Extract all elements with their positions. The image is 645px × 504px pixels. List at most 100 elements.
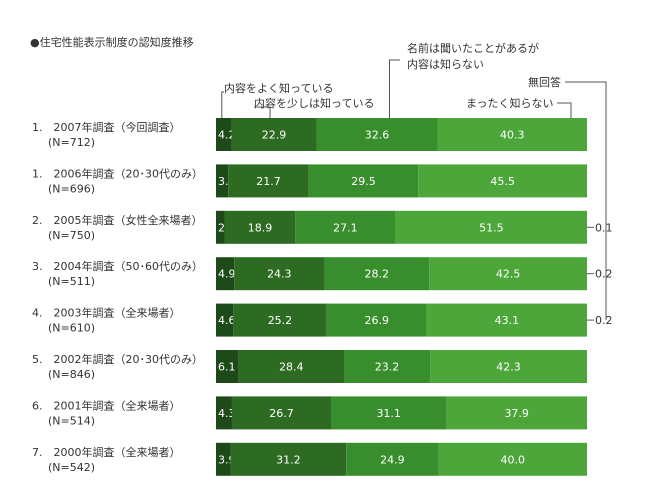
bar-segment xyxy=(324,257,430,291)
data-label: 31.2 xyxy=(276,453,301,466)
bar-rows: 1. 2007年調査（今回調査）(N=712)4.2 22.9 32.6 40.31.… xyxy=(32,118,613,476)
data-label: 51.5 xyxy=(479,221,504,234)
row-sample-size: (N=846) xyxy=(48,368,95,381)
legend-label-s4: まったく知らない xyxy=(466,96,554,110)
data-label: 42.5 xyxy=(496,268,521,281)
bar-segment xyxy=(418,164,587,198)
bar-row: 1. 2006年調査（20･30代のみ）(N=696)3.3 21.7 29.5 45… xyxy=(32,164,587,198)
bar-row: 5. 2002年調査（20･30代のみ） (N=846) 6.1 28.4 23.2 42… xyxy=(32,350,587,383)
data-label: 28.4 xyxy=(279,361,304,374)
bar-segment xyxy=(316,118,438,151)
bar-segment xyxy=(429,257,587,291)
data-label: 42.3 xyxy=(496,361,521,374)
bar-row: 1. 2007年調査（今回調査） (N=712) 4.2 22.9 32.6 40.3 xyxy=(32,118,587,151)
bar-segment xyxy=(238,350,344,383)
bar-segment xyxy=(216,118,232,151)
bar-segment xyxy=(230,442,347,476)
data-label: 24.3 xyxy=(267,268,292,281)
data-label: 43.1 xyxy=(495,314,520,327)
row-sample-size: (N=542) xyxy=(48,461,95,474)
bar-segment xyxy=(216,164,229,198)
bar-segment xyxy=(295,210,396,244)
bar-segment xyxy=(231,396,332,430)
noanswer-label: 0.1 xyxy=(595,221,613,234)
legend-leader xyxy=(388,59,400,118)
noanswer-label: 0.2 xyxy=(595,268,613,281)
bar-segment xyxy=(216,257,235,291)
data-label: 25.2 xyxy=(268,314,293,327)
row-label: 3. 2004年調査（50･60代のみ） xyxy=(32,259,203,273)
row-sample-size: (N=712) xyxy=(48,136,95,149)
row-sample-size: (N=514) xyxy=(48,414,95,427)
data-label: 40.3 xyxy=(500,129,525,142)
bar-segment xyxy=(430,350,587,383)
bar-segment xyxy=(228,164,309,198)
noanswer-bracket xyxy=(565,81,607,321)
row-sample-size: (N=511) xyxy=(48,275,95,288)
legend-label-s1: 内容をよく知っている xyxy=(224,81,333,95)
row-label: 1. 2007年調査（今回調査） xyxy=(32,120,181,134)
bar-segment xyxy=(438,442,587,476)
data-label: 28.2 xyxy=(365,268,390,281)
data-label: 22.9 xyxy=(262,129,287,142)
data-label: 4.2 xyxy=(218,129,236,142)
noanswer-label: 0.2 xyxy=(595,314,613,327)
legend-leader xyxy=(221,91,224,118)
data-label: 4.6 xyxy=(218,314,236,327)
bar-row: 2. 2005年調査（女性全来場者）(N=750)2.418.927.151.5… xyxy=(32,210,613,244)
data-label: 18.9 xyxy=(248,221,273,234)
bar-row: 3. 2004年調査（50･60代のみ） (N=511) 4.9 24.3 28.2 42… xyxy=(32,257,613,291)
legend-label-noanswer: 無回答 xyxy=(528,75,561,89)
data-label: 40.0 xyxy=(501,453,526,466)
bar-segment xyxy=(308,164,419,198)
bar-row: 6. 2001年調査（全来場者） (N=514) 4.3 26.7 31.1 37.9 xyxy=(32,396,587,430)
bar-segment xyxy=(216,303,234,337)
bar-row: 7. 2000年調査（全来場者）(N=542)3.9 31.2 24.9 40.0 xyxy=(32,442,587,476)
data-label: 23.2 xyxy=(375,361,400,374)
legend-leader xyxy=(557,102,572,118)
data-label: 24.9 xyxy=(380,453,405,466)
bar-segment xyxy=(233,303,327,337)
bar-segment xyxy=(216,350,239,383)
row-label: 1. 2006年調査（20･30代のみ） xyxy=(32,166,203,180)
data-label: 31.1 xyxy=(376,407,401,420)
legend-label-s2: 内容を少しは知っている xyxy=(254,96,374,110)
bar-segment xyxy=(446,396,587,430)
bar-segment xyxy=(346,442,439,476)
data-label: 6.1 xyxy=(218,361,236,374)
row-label: 2. 2005年調査（女性全来場者） xyxy=(32,213,203,227)
row-label: 5. 2002年調査（20･30代のみ） xyxy=(32,352,203,366)
data-label: 26.9 xyxy=(365,314,390,327)
row-label: 6. 2001年調査（全来場者） xyxy=(32,398,181,412)
data-label: 37.9 xyxy=(504,407,529,420)
row-sample-size: (N=610) xyxy=(48,322,95,335)
data-label: 21.7 xyxy=(256,175,281,188)
bar-segment xyxy=(216,396,232,430)
data-label: 32.6 xyxy=(365,129,390,142)
row-sample-size: (N=750) xyxy=(48,229,95,242)
row-label: 7. 2000年調査（全来場者） xyxy=(32,445,181,459)
data-label: 29.5 xyxy=(351,175,376,188)
legend-label-s3-line2: 内容は知らない xyxy=(407,57,484,71)
bar-segment xyxy=(216,210,225,244)
data-label: 27.1 xyxy=(333,221,358,234)
data-label: 45.5 xyxy=(490,175,515,188)
bar-segment xyxy=(216,442,231,476)
data-label: 4.3 xyxy=(218,407,236,420)
data-label: 26.7 xyxy=(269,407,294,420)
legend-label-s3: 名前は聞いたことがあるが xyxy=(407,41,539,55)
bar-segment xyxy=(326,303,427,337)
chart-title: ●住宅性能表示制度の認知度推移 xyxy=(30,35,194,49)
bar-segment xyxy=(426,303,587,337)
bar-segment xyxy=(395,210,587,244)
bar-segment xyxy=(231,118,317,151)
row-label: 4. 2003年調査（全来場者） xyxy=(32,306,181,320)
row-sample-size: (N=696) xyxy=(48,182,95,195)
bar-segment xyxy=(234,257,325,291)
bar-segment xyxy=(437,118,587,151)
bar-segment xyxy=(343,350,431,383)
bar-segment xyxy=(224,210,296,244)
data-label: 4.9 xyxy=(218,268,236,281)
